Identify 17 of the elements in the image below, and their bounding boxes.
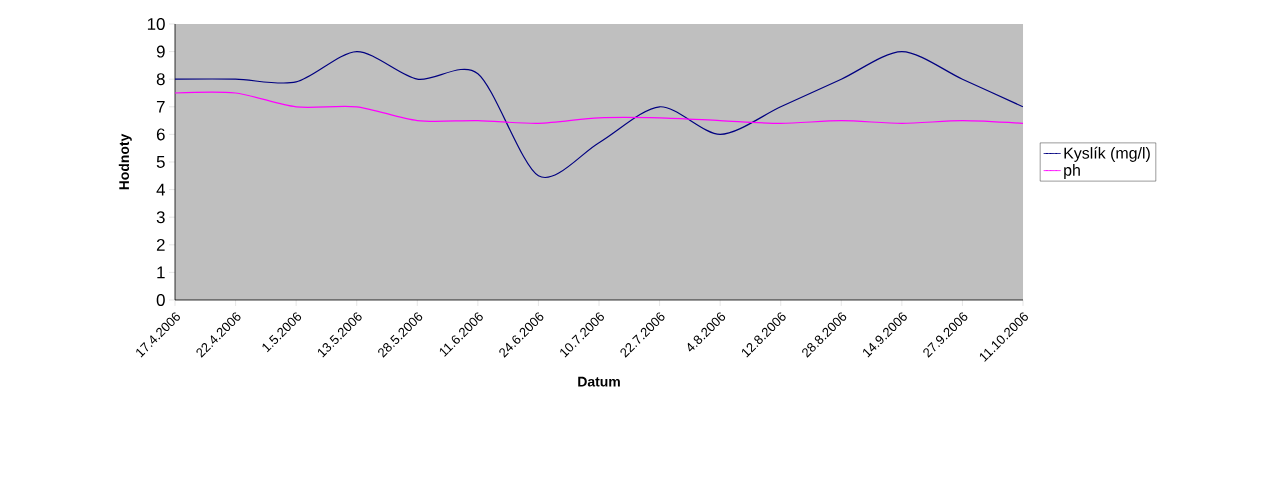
y-tick-label: 3 <box>156 211 165 224</box>
line-series <box>175 91 1024 124</box>
y-tick-label: 7 <box>156 100 165 113</box>
y-tick-label: 2 <box>156 238 165 251</box>
x-axis-title: Datum <box>578 376 620 387</box>
legend-label: ph <box>1064 164 1080 179</box>
y-tick-label: 5 <box>156 156 165 168</box>
y-tick-label: 0 <box>156 294 165 306</box>
y-tick-label: 4 <box>156 183 165 196</box>
legend-label: Kyslík (mg/l) <box>1064 146 1150 162</box>
y-tick-label: 10 <box>147 18 165 30</box>
y-tick-label: 6 <box>156 128 165 141</box>
line-series <box>175 51 1024 178</box>
y-axis-title: Hodnoty <box>118 133 132 190</box>
y-tick-label: 1 <box>157 266 165 279</box>
y-tick-label: 8 <box>156 73 165 86</box>
y-tick-label: 9 <box>156 45 165 58</box>
